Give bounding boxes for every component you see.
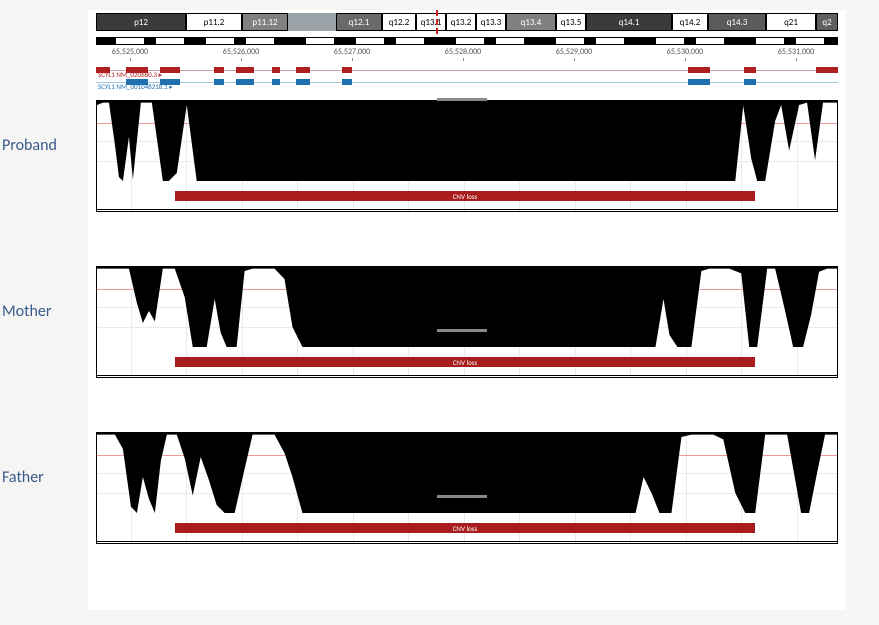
ruler-segment bbox=[206, 38, 234, 44]
ideogram-band: q13.5 bbox=[556, 13, 586, 31]
ruler-segment bbox=[356, 38, 384, 44]
position-label: 65,531,000 bbox=[778, 47, 814, 57]
ideogram-band: q12.2 bbox=[382, 13, 416, 31]
exon bbox=[342, 67, 352, 73]
position-label: 65,529,000 bbox=[556, 47, 592, 57]
cnv-loss-bar: CNV loss bbox=[175, 357, 755, 367]
ideogram-band: q14.3 bbox=[708, 13, 766, 31]
position-tick bbox=[685, 58, 686, 61]
baseline bbox=[97, 541, 837, 542]
coverage-track-proband: CNV loss bbox=[96, 100, 838, 212]
ideogram-band: q13.3 bbox=[476, 13, 506, 31]
exon bbox=[688, 79, 710, 85]
ideogram-band: q12.1 bbox=[336, 13, 382, 31]
ruler-segment bbox=[116, 38, 144, 44]
ruler-segment bbox=[756, 38, 784, 44]
gene-line bbox=[96, 70, 838, 71]
exon bbox=[816, 67, 838, 73]
position-tick bbox=[463, 58, 464, 61]
exon bbox=[296, 79, 310, 85]
chromosome-ideogram: p12p11.2p11.12q12.1q12.2q13.1q13.2q13.3q… bbox=[96, 10, 838, 34]
ruler-segment bbox=[556, 38, 584, 44]
coverage-plot bbox=[97, 433, 837, 513]
gene-label-2: SCYL1 NM_001048218.1 ▸ bbox=[98, 82, 173, 91]
baseline bbox=[97, 209, 837, 210]
position-tick bbox=[130, 58, 131, 61]
position-label: 65,530,000 bbox=[667, 47, 703, 57]
coverage-track-mother: CNV loss bbox=[96, 266, 838, 378]
gene-line bbox=[96, 82, 838, 83]
ruler-segment bbox=[246, 38, 274, 44]
coverage-plot bbox=[97, 267, 837, 347]
position-label: 65,525,000 bbox=[112, 47, 148, 57]
exon bbox=[744, 79, 756, 85]
ruler-segment bbox=[496, 38, 524, 44]
track-label-father: Father bbox=[2, 468, 44, 487]
ruler-bar bbox=[96, 37, 838, 45]
position-label: 65,527,000 bbox=[334, 47, 370, 57]
ideogram-band: q14.1 bbox=[586, 13, 672, 31]
position-label: 65,526,000 bbox=[223, 47, 259, 57]
baseline bbox=[97, 375, 837, 376]
genomic-position-ruler: 65,525,000 65,526,000 65,527,000 65,528,000… bbox=[96, 47, 838, 61]
exon bbox=[744, 67, 756, 73]
coverage-plot bbox=[97, 101, 837, 181]
exon bbox=[272, 67, 280, 73]
ruler-segment bbox=[396, 38, 424, 44]
track-label-proband: Proband bbox=[2, 136, 57, 155]
gene-annotation-tracks: SCYL1 NM_020680.3 ▸ SCYL1 NM_001048218.1 … bbox=[96, 63, 838, 91]
cnv-loss-bar: CNV loss bbox=[175, 523, 755, 533]
exon bbox=[296, 67, 310, 73]
position-tick bbox=[796, 58, 797, 61]
position-tick bbox=[241, 58, 242, 61]
ruler-segment bbox=[656, 38, 684, 44]
exon bbox=[236, 79, 254, 85]
gap-indicator bbox=[437, 329, 487, 332]
genome-browser-panel: p12p11.2p11.12q12.1q12.2q13.1q13.2q13.3q… bbox=[88, 10, 846, 610]
ideogram-band: q21 bbox=[766, 13, 816, 31]
ideogram-band: p12 bbox=[96, 13, 186, 31]
position-tick bbox=[574, 58, 575, 61]
gap-indicator bbox=[437, 495, 487, 498]
centromere bbox=[288, 13, 336, 31]
cnv-loss-bar: CNV loss bbox=[175, 191, 755, 201]
ideogram-band: q13.1 bbox=[416, 13, 446, 31]
ruler-segment bbox=[796, 38, 824, 44]
exon bbox=[160, 67, 180, 73]
ideogram-band: p11.12 bbox=[242, 13, 288, 31]
exon bbox=[214, 67, 224, 73]
coverage-track-father: CNV loss bbox=[96, 432, 838, 544]
position-label: 65,528,000 bbox=[445, 47, 481, 57]
exon bbox=[214, 79, 224, 85]
ideogram-band: q2 bbox=[816, 13, 838, 31]
exon bbox=[688, 67, 710, 73]
exon bbox=[272, 79, 280, 85]
ideogram-band: q14.2 bbox=[672, 13, 708, 31]
ruler-segment bbox=[156, 38, 184, 44]
ideogram-band: q13.4 bbox=[506, 13, 556, 31]
exon bbox=[236, 67, 254, 73]
ideogram-band: q13.2 bbox=[446, 13, 476, 31]
exon bbox=[342, 79, 352, 85]
ruler-segment bbox=[456, 38, 484, 44]
track-label-mother: Mother bbox=[2, 302, 51, 321]
ruler-segment bbox=[596, 38, 624, 44]
ruler-segment bbox=[696, 38, 724, 44]
ruler-segment bbox=[306, 38, 334, 44]
ideogram-band: p11.2 bbox=[186, 13, 242, 31]
gene-label-1: SCYL1 NM_020680.3 ▸ bbox=[98, 70, 162, 79]
gap-indicator bbox=[437, 98, 487, 101]
current-position-marker bbox=[436, 10, 438, 34]
position-tick bbox=[352, 58, 353, 61]
